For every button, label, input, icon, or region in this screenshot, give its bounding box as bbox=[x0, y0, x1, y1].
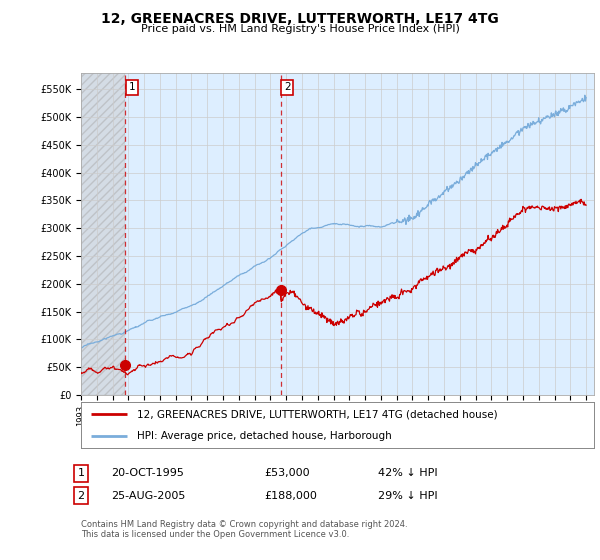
Bar bbox=[81, 73, 125, 395]
Text: 2: 2 bbox=[77, 491, 85, 501]
Text: 1: 1 bbox=[77, 468, 85, 478]
Text: 2: 2 bbox=[284, 82, 290, 92]
Text: 20-OCT-1995: 20-OCT-1995 bbox=[111, 468, 184, 478]
Text: 25-AUG-2005: 25-AUG-2005 bbox=[111, 491, 185, 501]
Text: 42% ↓ HPI: 42% ↓ HPI bbox=[378, 468, 437, 478]
Text: 12, GREENACRES DRIVE, LUTTERWORTH, LE17 4TG: 12, GREENACRES DRIVE, LUTTERWORTH, LE17 … bbox=[101, 12, 499, 26]
Text: HPI: Average price, detached house, Harborough: HPI: Average price, detached house, Harb… bbox=[137, 431, 392, 441]
Text: 1: 1 bbox=[128, 82, 135, 92]
Text: £53,000: £53,000 bbox=[264, 468, 310, 478]
Text: Contains HM Land Registry data © Crown copyright and database right 2024.
This d: Contains HM Land Registry data © Crown c… bbox=[81, 520, 407, 539]
Text: 29% ↓ HPI: 29% ↓ HPI bbox=[378, 491, 437, 501]
Text: Price paid vs. HM Land Registry's House Price Index (HPI): Price paid vs. HM Land Registry's House … bbox=[140, 24, 460, 34]
Text: 12, GREENACRES DRIVE, LUTTERWORTH, LE17 4TG (detached house): 12, GREENACRES DRIVE, LUTTERWORTH, LE17 … bbox=[137, 409, 498, 419]
Text: £188,000: £188,000 bbox=[264, 491, 317, 501]
